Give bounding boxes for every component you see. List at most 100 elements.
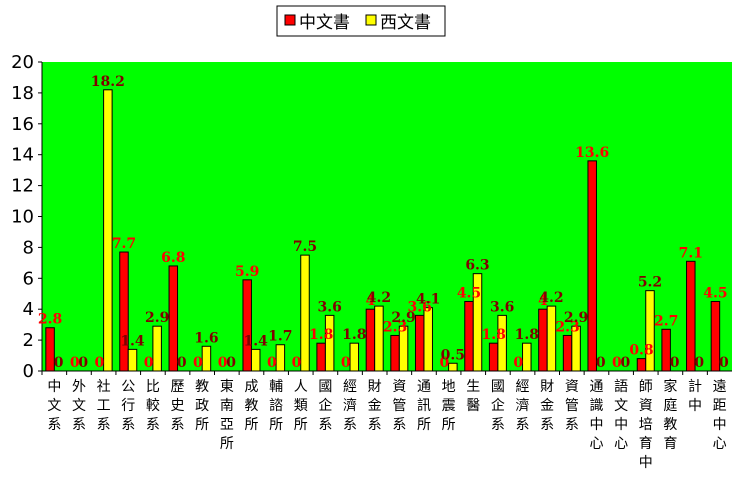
- legend-box: [276, 5, 446, 37]
- data-label-series-2: 1.8: [342, 327, 366, 343]
- data-label-series-1: 0.8: [629, 343, 653, 359]
- data-label-series-1: 5.9: [235, 264, 259, 280]
- bar-series-1: [464, 300, 474, 372]
- data-label-series-1: 0: [612, 355, 622, 371]
- bar-series-1: [365, 308, 376, 372]
- data-label-series-2: 4.2: [539, 290, 563, 306]
- bars: [45, 89, 721, 372]
- data-label-series-2: 1.7: [268, 329, 292, 345]
- data-label-series-1: 0: [193, 355, 203, 371]
- data-label-series-2: 0: [670, 355, 680, 371]
- data-label-series-2: 1.4: [244, 333, 269, 349]
- y-tick-label: 8: [23, 237, 34, 258]
- data-labels: 2.80 00 018.27.71.402.96.80 01.6005.91.401.…: [38, 74, 729, 371]
- data-label-series-1: 2.3: [383, 319, 407, 335]
- category-label: 人類所: [294, 379, 308, 433]
- data-label-series-2: 2.9: [145, 310, 169, 326]
- data-label-series-2: 0: [78, 355, 88, 371]
- category-label: 經濟系: [343, 379, 357, 433]
- category-label: 比較系: [146, 379, 160, 433]
- data-label-series-2: 0: [177, 355, 187, 371]
- legend-swatch-series-1: [284, 14, 296, 26]
- data-label-series-2: 0: [596, 355, 606, 371]
- category-label: 財金系: [368, 379, 382, 433]
- category-label: 歷史系: [171, 379, 185, 433]
- y-axis-ticks: 0 2 4 6 8 10 12 14 16 18 20: [11, 52, 42, 382]
- data-label-series-1: 2.8: [38, 312, 62, 328]
- y-tick-label: 6: [23, 268, 34, 289]
- bar-series-2: [300, 254, 310, 372]
- bar-series-1: [168, 265, 179, 372]
- bar-series-1: [587, 160, 597, 372]
- bar-series-2: [275, 344, 286, 372]
- data-label-series-1: 7.1: [679, 245, 703, 261]
- y-tick-label: 10: [11, 207, 34, 228]
- bar-series-2: [472, 273, 483, 372]
- data-label-series-2: 5.2: [638, 275, 662, 291]
- bar-series-1: [45, 327, 55, 372]
- data-label-series-1: 4.5: [457, 285, 481, 301]
- category-label: 中文系: [47, 379, 61, 433]
- data-label-series-2: 1.4: [120, 333, 145, 349]
- y-tick-label: 18: [11, 83, 34, 104]
- bar-series-1: [538, 308, 548, 372]
- category-label: 家庭教育: [663, 378, 677, 452]
- data-label-series-2: 0: [226, 355, 236, 371]
- bar-series-2: [250, 348, 261, 372]
- data-label-series-1: 0: [94, 355, 104, 371]
- category-label: 計中: [688, 379, 702, 414]
- data-label-series-1: 2.7: [654, 313, 678, 329]
- data-label-series-1: 7.7: [112, 236, 136, 252]
- data-label-series-2: 3.6: [490, 299, 514, 315]
- data-label-series-1: 4.5: [703, 285, 727, 301]
- bar-series-1: [119, 251, 129, 372]
- data-label-series-1: 4: [366, 293, 376, 309]
- data-label-series-2: 6.3: [465, 258, 489, 274]
- bar-series-2: [103, 89, 113, 372]
- bar-series-1: [414, 314, 425, 372]
- bar-series-1: [710, 300, 721, 372]
- y-tick-label: 14: [11, 145, 34, 166]
- data-label-series-2: 1.6: [194, 330, 218, 346]
- bar-series-1: [488, 342, 499, 372]
- data-label-series-1: 4: [538, 293, 548, 309]
- data-label-series-2: 4.1: [416, 292, 440, 308]
- data-label-series-2: 3.6: [317, 299, 341, 315]
- data-label-series-2: 0: [54, 355, 64, 371]
- y-tick-label: 4: [23, 299, 34, 320]
- category-label: 通訊所: [417, 379, 431, 433]
- data-label-series-1: 3.6: [408, 299, 432, 315]
- bar-series-2: [127, 348, 138, 372]
- bar-series-1: [686, 260, 696, 372]
- data-label-series-1: 0: [70, 355, 80, 371]
- category-label: 外文系: [72, 379, 86, 433]
- bar-series-2: [546, 305, 557, 372]
- category-label: 成教所: [244, 379, 258, 433]
- data-label-series-1: 1.8: [481, 327, 505, 343]
- data-label-series-2: 2.9: [391, 310, 415, 326]
- bar-series-2: [645, 290, 655, 372]
- category-label: 公行系: [121, 379, 135, 433]
- plot-area: [42, 62, 732, 371]
- data-label-series-2: 0.5: [441, 347, 465, 363]
- category-label: 經濟系: [516, 379, 530, 433]
- data-label-series-2: 18.2: [91, 74, 125, 90]
- category-label: 國企系: [318, 379, 332, 433]
- bar-series-2: [423, 307, 433, 372]
- y-tick-label: 20: [11, 52, 34, 73]
- data-label-series-2: 0: [719, 355, 729, 371]
- category-label: 地震所: [442, 379, 456, 433]
- legend-label-series-2: 西文書: [380, 13, 431, 33]
- data-label-series-2: 1.8: [515, 327, 539, 343]
- legend: 中文書 西文書: [276, 5, 446, 37]
- y-tick-label: 2: [23, 330, 34, 351]
- data-label-series-2: 2.9: [564, 310, 588, 326]
- category-label: 輔諮所: [269, 379, 283, 433]
- bar-series-2: [448, 362, 458, 372]
- data-label-series-1: 0: [292, 355, 302, 371]
- category-label: 財金系: [540, 379, 554, 433]
- data-label-series-1: 0: [267, 355, 277, 371]
- y-tick-label: 16: [11, 114, 34, 135]
- bar-series-1: [316, 342, 326, 372]
